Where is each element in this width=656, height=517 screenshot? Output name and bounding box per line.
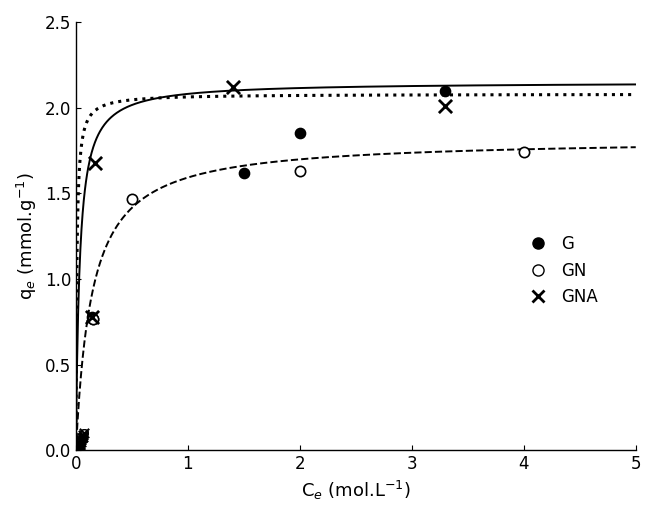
Point <box>295 167 305 175</box>
Point <box>77 434 87 443</box>
Point <box>73 445 84 453</box>
Point <box>73 445 83 453</box>
Point <box>75 439 86 448</box>
Point <box>76 436 87 444</box>
Point <box>73 445 84 453</box>
Point <box>75 438 86 446</box>
Point <box>72 446 83 454</box>
Point <box>72 446 83 454</box>
Point <box>75 438 86 446</box>
Point <box>90 158 100 166</box>
Point <box>78 431 89 439</box>
Point <box>440 86 451 95</box>
Point <box>77 433 88 441</box>
X-axis label: C$_{e}$ (mol.L$^{-1}$): C$_{e}$ (mol.L$^{-1}$) <box>301 479 411 502</box>
Y-axis label: q$_{e}$ (mmol.g$^{-1}$): q$_{e}$ (mmol.g$^{-1}$) <box>15 173 39 300</box>
Point <box>75 441 85 449</box>
Point <box>75 441 85 449</box>
Point <box>87 314 98 323</box>
Point <box>79 429 89 437</box>
Point <box>77 433 88 441</box>
Point <box>72 446 82 454</box>
Point <box>73 445 83 453</box>
Point <box>74 443 85 451</box>
Point <box>75 439 86 448</box>
Point <box>73 445 83 453</box>
Point <box>87 313 97 321</box>
Point <box>79 429 89 437</box>
Point <box>87 314 98 323</box>
Point <box>72 446 82 454</box>
Point <box>78 431 89 439</box>
Point <box>239 169 249 177</box>
Point <box>77 433 88 441</box>
Point <box>73 445 84 453</box>
Legend: G, GN, GNA: G, GN, GNA <box>522 229 605 312</box>
Point <box>74 443 85 451</box>
Point <box>76 436 87 444</box>
Point <box>440 102 451 110</box>
Point <box>76 436 87 444</box>
Point <box>74 443 85 451</box>
Point <box>72 446 82 454</box>
Point <box>87 313 97 321</box>
Point <box>518 148 529 157</box>
Point <box>77 434 87 443</box>
Point <box>75 438 86 446</box>
Point <box>79 429 89 437</box>
Point <box>75 441 85 449</box>
Point <box>77 434 87 443</box>
Point <box>295 129 305 138</box>
Point <box>127 194 137 203</box>
Point <box>72 446 83 454</box>
Point <box>78 431 89 439</box>
Point <box>228 83 238 92</box>
Point <box>75 439 86 448</box>
